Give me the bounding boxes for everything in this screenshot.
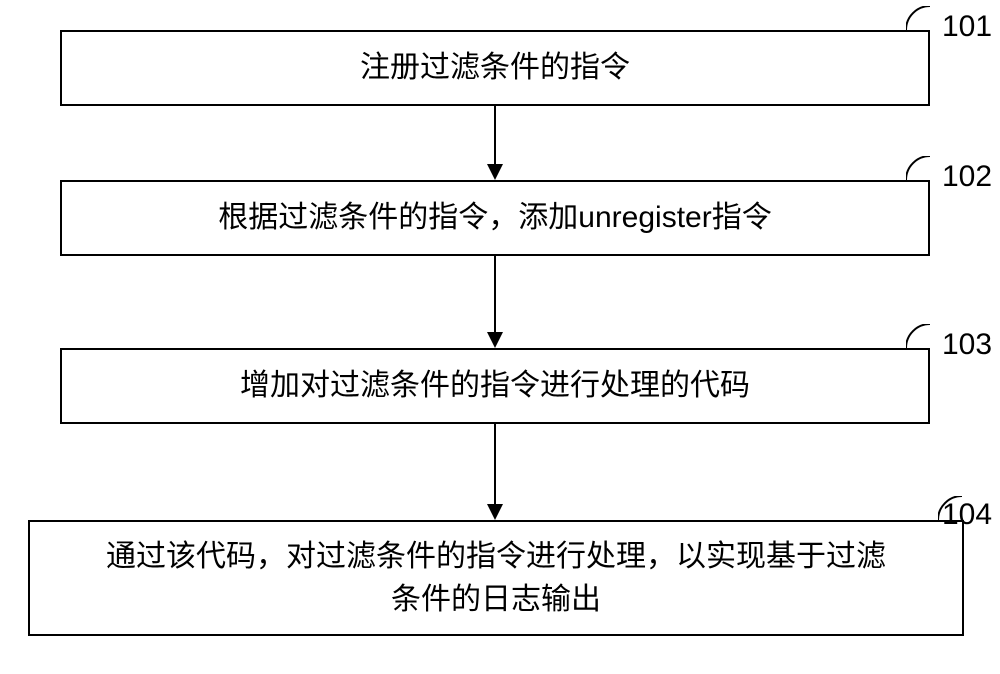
flow-node-103: 增加对过滤条件的指令进行处理的代码	[60, 348, 930, 424]
flow-node-102-text: 根据过滤条件的指令，添加unregister指令	[218, 196, 771, 240]
flow-node-103-text: 增加对过滤条件的指令进行处理的代码	[240, 364, 750, 408]
flowchart-canvas: 注册过滤条件的指令 101 根据过滤条件的指令，添加unregister指令 1…	[0, 0, 1000, 674]
flow-node-102-num: 102	[942, 160, 992, 194]
flow-node-101-num: 101	[942, 10, 992, 44]
flow-node-102: 根据过滤条件的指令，添加unregister指令	[60, 180, 930, 256]
edge-103-104	[483, 424, 507, 520]
flow-node-101: 注册过滤条件的指令	[60, 30, 930, 106]
edge-101-102	[483, 106, 507, 180]
flow-node-104-text: 通过该代码，对过滤条件的指令进行处理，以实现基于过滤条件的日志输出	[106, 535, 886, 622]
flow-node-101-text: 注册过滤条件的指令	[360, 46, 630, 90]
flow-node-103-num: 103	[942, 328, 992, 362]
flow-node-104: 通过该代码，对过滤条件的指令进行处理，以实现基于过滤条件的日志输出	[28, 520, 964, 636]
flow-node-104-num: 104	[942, 498, 992, 532]
edge-102-103	[483, 256, 507, 348]
